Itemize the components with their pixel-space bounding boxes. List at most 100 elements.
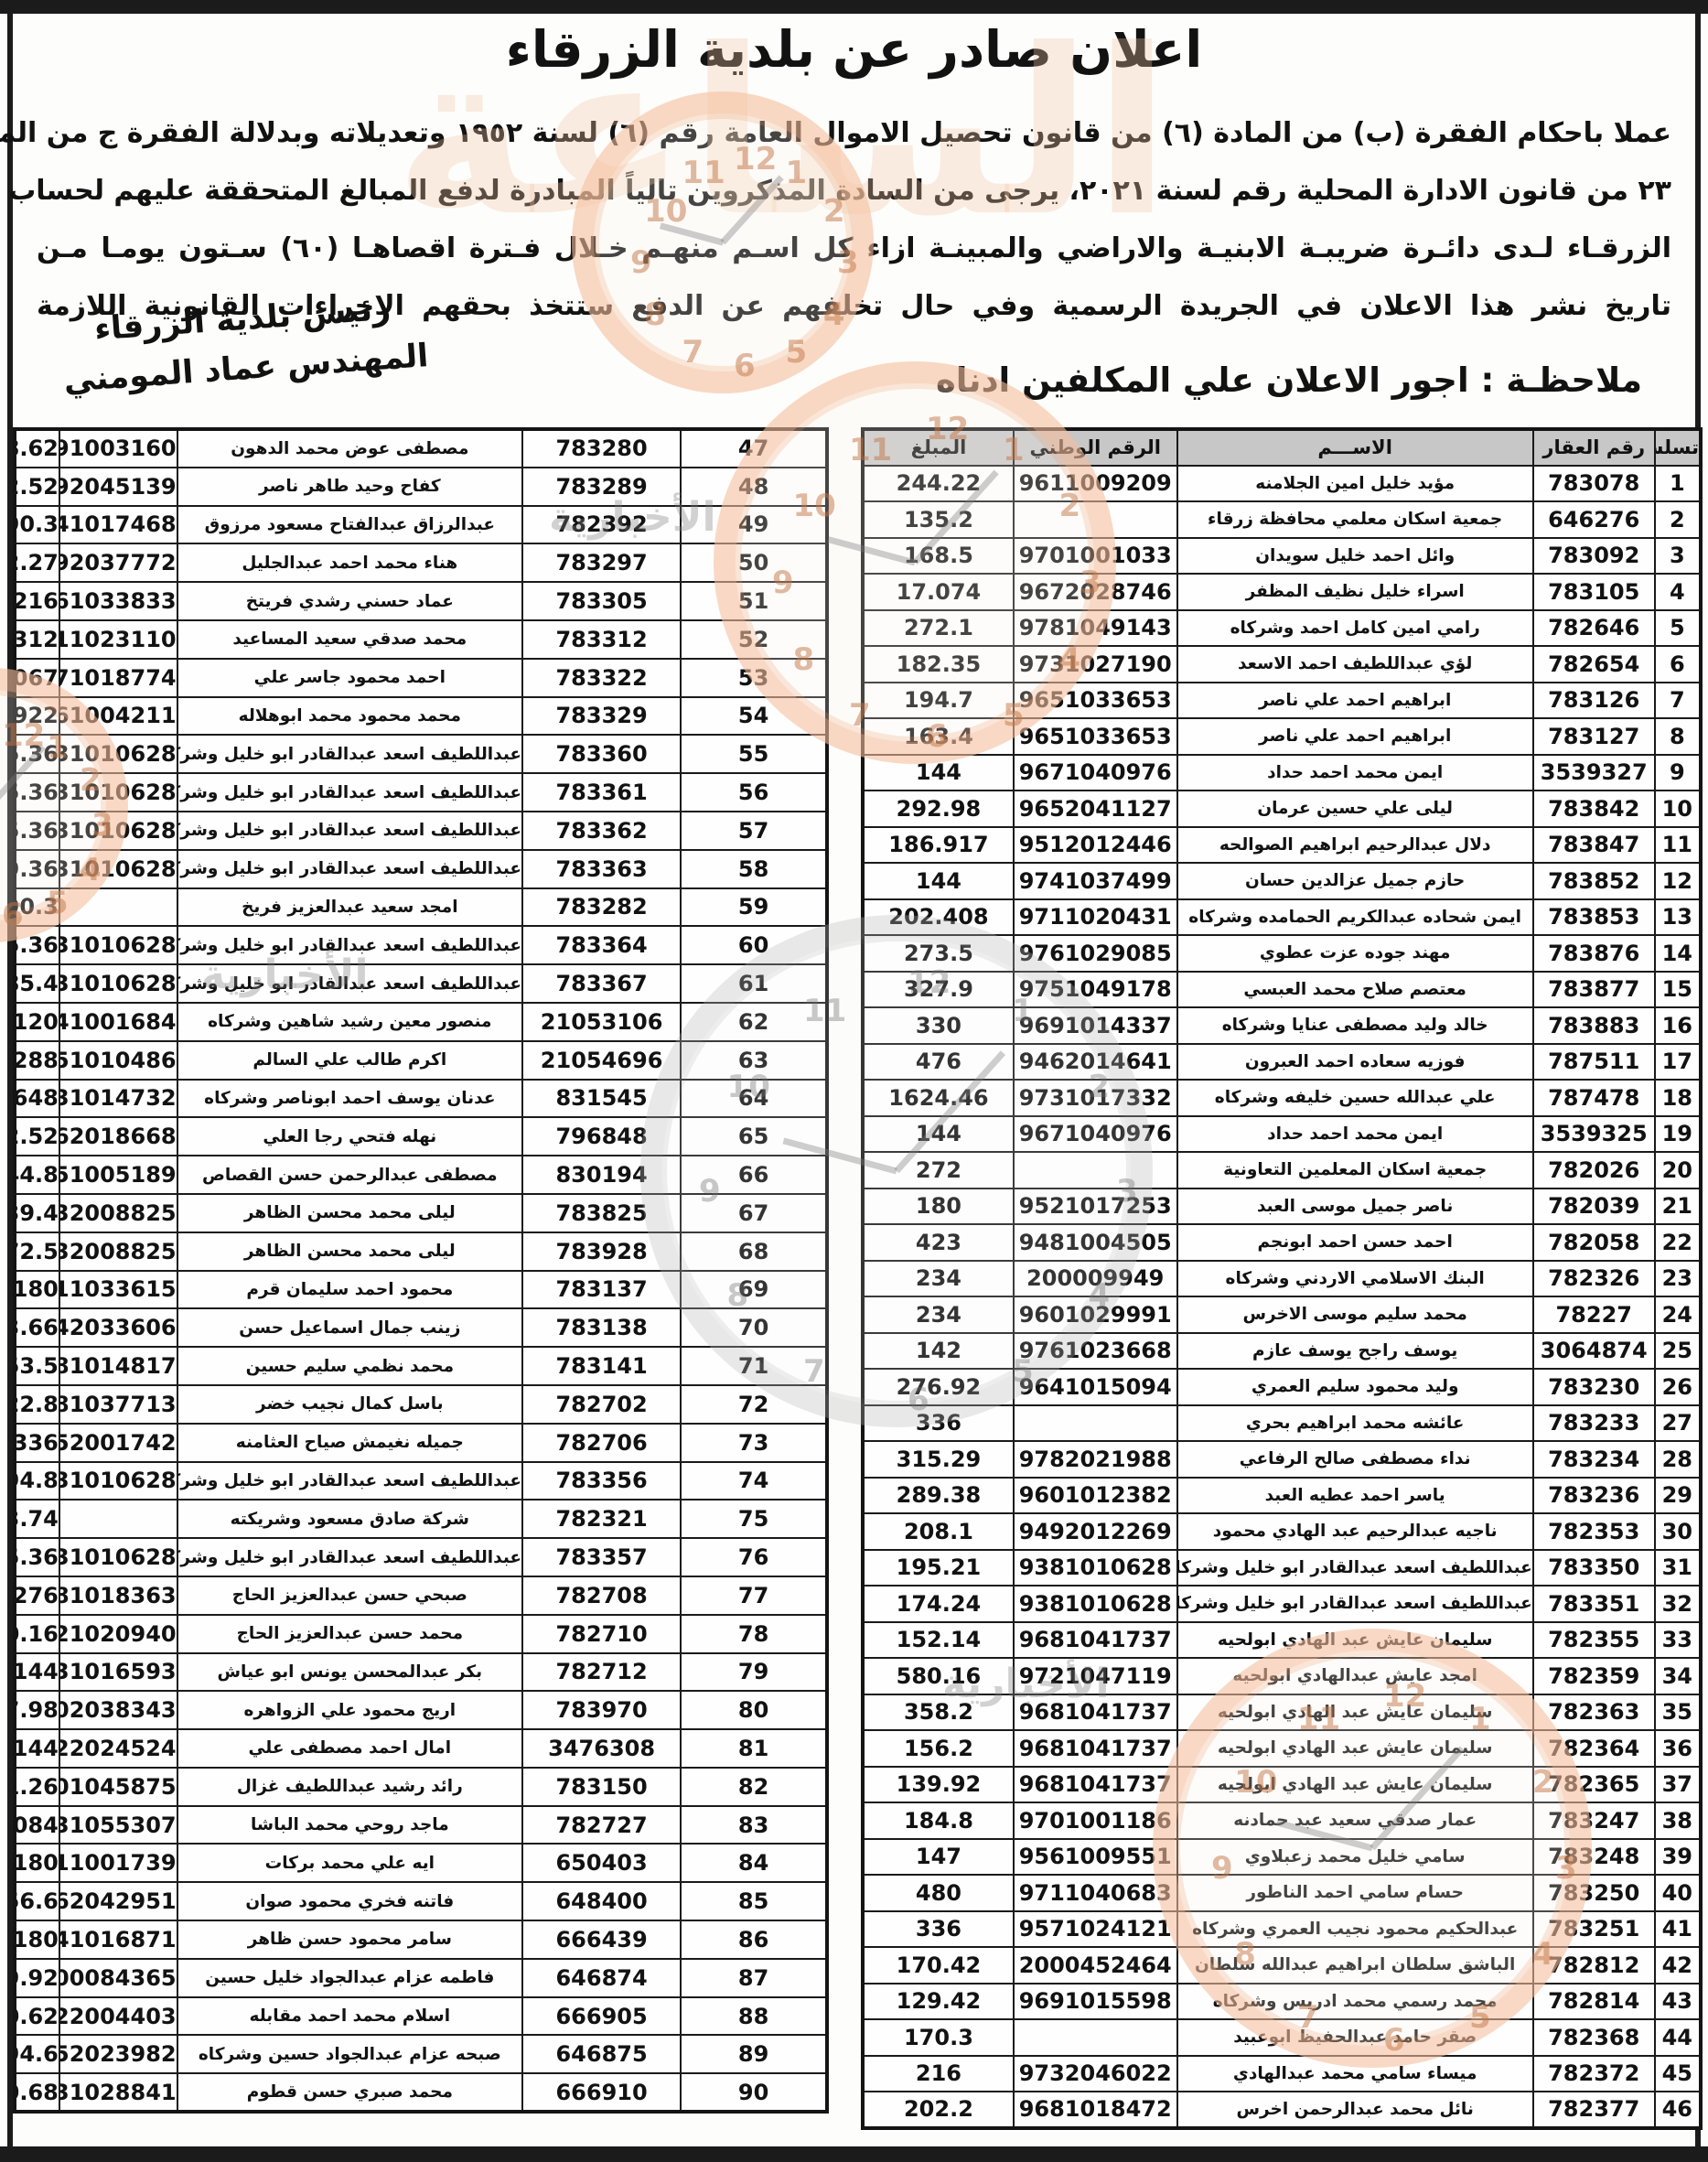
cell-serial: 16 [1653,1006,1703,1045]
cell-national: 9711001739 [58,1843,178,1884]
cell-national: 2000452464 [1012,1946,1178,1985]
cell-national: 9601012382 [1012,1476,1178,1514]
cell-serial: 49 [680,504,828,545]
cell-name: منصور معين رشيد شاهين وشركاه [176,1001,524,1042]
table-row: 74 783356 عبداللطيف اسعد عبدالقادر ابو خلي… [14,1460,828,1501]
cell-property: 782321 [521,1499,682,1540]
cell-national: 9652041127 [1012,790,1178,828]
cell-amount: 278.62 [14,428,60,468]
cell-serial: 61 [680,963,828,1004]
cell-property: 783297 [521,543,682,584]
cell-amount: 336 [862,1404,1015,1442]
cell-property: 782392 [521,504,682,545]
cell-serial: 40 [1653,1874,1703,1912]
table-row: 1 783078 مؤيد خليل امين الجلامنه 9611009209… [862,464,1703,502]
cell-national: 9681041737 [1012,1765,1178,1803]
cell-amount: 163.4 [862,717,1015,756]
cell-amount: 190.3 [14,504,60,545]
cell-property: 783367 [521,963,682,1004]
cell-national: 9681041737 [1012,1729,1178,1768]
cell-property: 830194 [521,1155,682,1195]
cell-serial: 39 [1653,1837,1703,1876]
table-row: 27 783233 عائشه محمد ابراهيم بحري 336 [862,1404,1703,1442]
cell-serial: 48 [680,466,828,507]
cell-name: محمد محمود محمد ابوهلاله [176,695,524,737]
cell-national: 9641015094 [1012,1368,1178,1406]
cell-property: 787478 [1531,1079,1656,1117]
cell-national: 9641001684 [58,1001,178,1042]
cell-name: عبداللطيف اسعد عبدالقادر ابو خليل وشركاه [1176,1585,1534,1623]
cell-national [58,1499,178,1540]
cell-property: 782363 [1531,1693,1656,1731]
table-row: 32 783351 عبداللطيف اسعد عبدالقادر ابو خلي… [862,1585,1703,1623]
cell-name: عبداللطيف اسعد عبدالقادر ابو خليل وشركاه [176,734,524,775]
cell-serial: 1 [1653,464,1703,502]
cell-serial: 26 [1653,1368,1703,1406]
paragraph-line: الزرقـاء لـدى دائـرة ضريبـة الابنيـة وال… [37,232,1671,264]
table-row: 60 783364 عبداللطيف اسعد عبدالقادر ابو خلي… [14,925,828,966]
cell-property: 783876 [1531,934,1656,973]
cell-national: 9831010628 [58,963,178,1004]
cell-national: 9731028841 [58,2072,178,2114]
cell-name: محمد رسمي محمد ادريس وشركاه [1176,1982,1534,2020]
page-title: اعلان صادر عن بلدية الزرقاء [505,20,1203,79]
cell-name: عبداللطيف اسعد عبدالقادر ابو خليل وشركاه [176,848,524,889]
cell-name: ياسر احمد عطيه العبد [1176,1476,1534,1514]
cell-national: 9732046022 [1012,2054,1178,2092]
cell-national: 9711040683 [1012,1874,1178,1912]
cell-serial: 3 [1653,536,1703,575]
cell-serial: 46 [1653,2091,1703,2129]
cell-amount: 280.68 [14,2072,60,2114]
cell-serial: 56 [680,772,828,812]
cell-property: 783234 [1531,1440,1656,1479]
cell-serial: 24 [1653,1296,1703,1334]
cell-name: نائل محمد عبدالرحمن اخرس [1176,2091,1534,2129]
cell-name: اكرم طالب علي السالم [176,1039,524,1081]
cell-national: 9681041737 [1012,1693,1178,1731]
table-row: 61 783367 عبداللطيف اسعد عبدالقادر ابو خلي… [14,963,828,1004]
cell-amount: 276 [14,1575,60,1616]
cell-property: 666905 [521,1995,682,2037]
cell-name: امجد سعيد عبدالعزيز فريخ [176,887,524,928]
cell-serial: 47 [680,428,828,468]
table-row: 29 783236 ياسر احمد عطيه العبد 9601012382 28… [862,1476,1703,1514]
cell-national: 9711020431 [1012,898,1178,936]
cell-property: 783105 [1531,573,1656,611]
cell-property: 782702 [521,1383,682,1425]
taxpayers-table: تسلسل رقم العقار الاســـم الرقم الوطني ا… [861,427,1703,2130]
cell-amount: 208.1 [862,1512,1015,1551]
cell-amount: 423 [862,1223,1015,1262]
cell-serial: 21 [1653,1187,1703,1225]
table-row: 12 783852 حازم جميل عزالدين حسان 9741037499… [862,862,1703,900]
cell-amount: 156.6 [14,1881,60,1922]
cell-national: 2000084365 [58,1957,178,1998]
cell-name: جميله نغيمش صياح العثامنه [176,1422,524,1463]
cell-property: 782039 [1531,1187,1656,1225]
clock-number: 6 [734,348,756,384]
cell-amount: 290.3 [14,887,60,928]
cell-name: لؤي عبداللطيف احمد الاسعد [1176,645,1534,683]
cell-property: 787511 [1531,1042,1656,1081]
cell-national: 9701045875 [58,1766,178,1807]
cell-amount: 180 [14,1843,60,1884]
cell-amount: 150.084 [14,1804,60,1845]
table-row: 33 782355 سليمان عايش عبد الهادي ابولحيه 96… [862,1620,1703,1659]
cell-serial: 88 [680,1995,828,2037]
cell-serial: 83 [680,1804,828,1845]
cell-name: ناجيه عبدالرحيم عبد الهادي محمود [1176,1512,1534,1551]
cell-serial: 87 [680,1957,828,1998]
cell-serial: 81 [680,1728,828,1769]
cell-serial: 2 [1653,500,1703,539]
cell-name: مصطفى عوض محمد الدهون [176,428,524,468]
cell-amount: 273.5 [862,934,1015,973]
cell-amount: 163.66 [14,1307,60,1349]
cell-property: 782364 [1531,1729,1656,1768]
cell-property: 782372 [1531,2054,1656,2092]
